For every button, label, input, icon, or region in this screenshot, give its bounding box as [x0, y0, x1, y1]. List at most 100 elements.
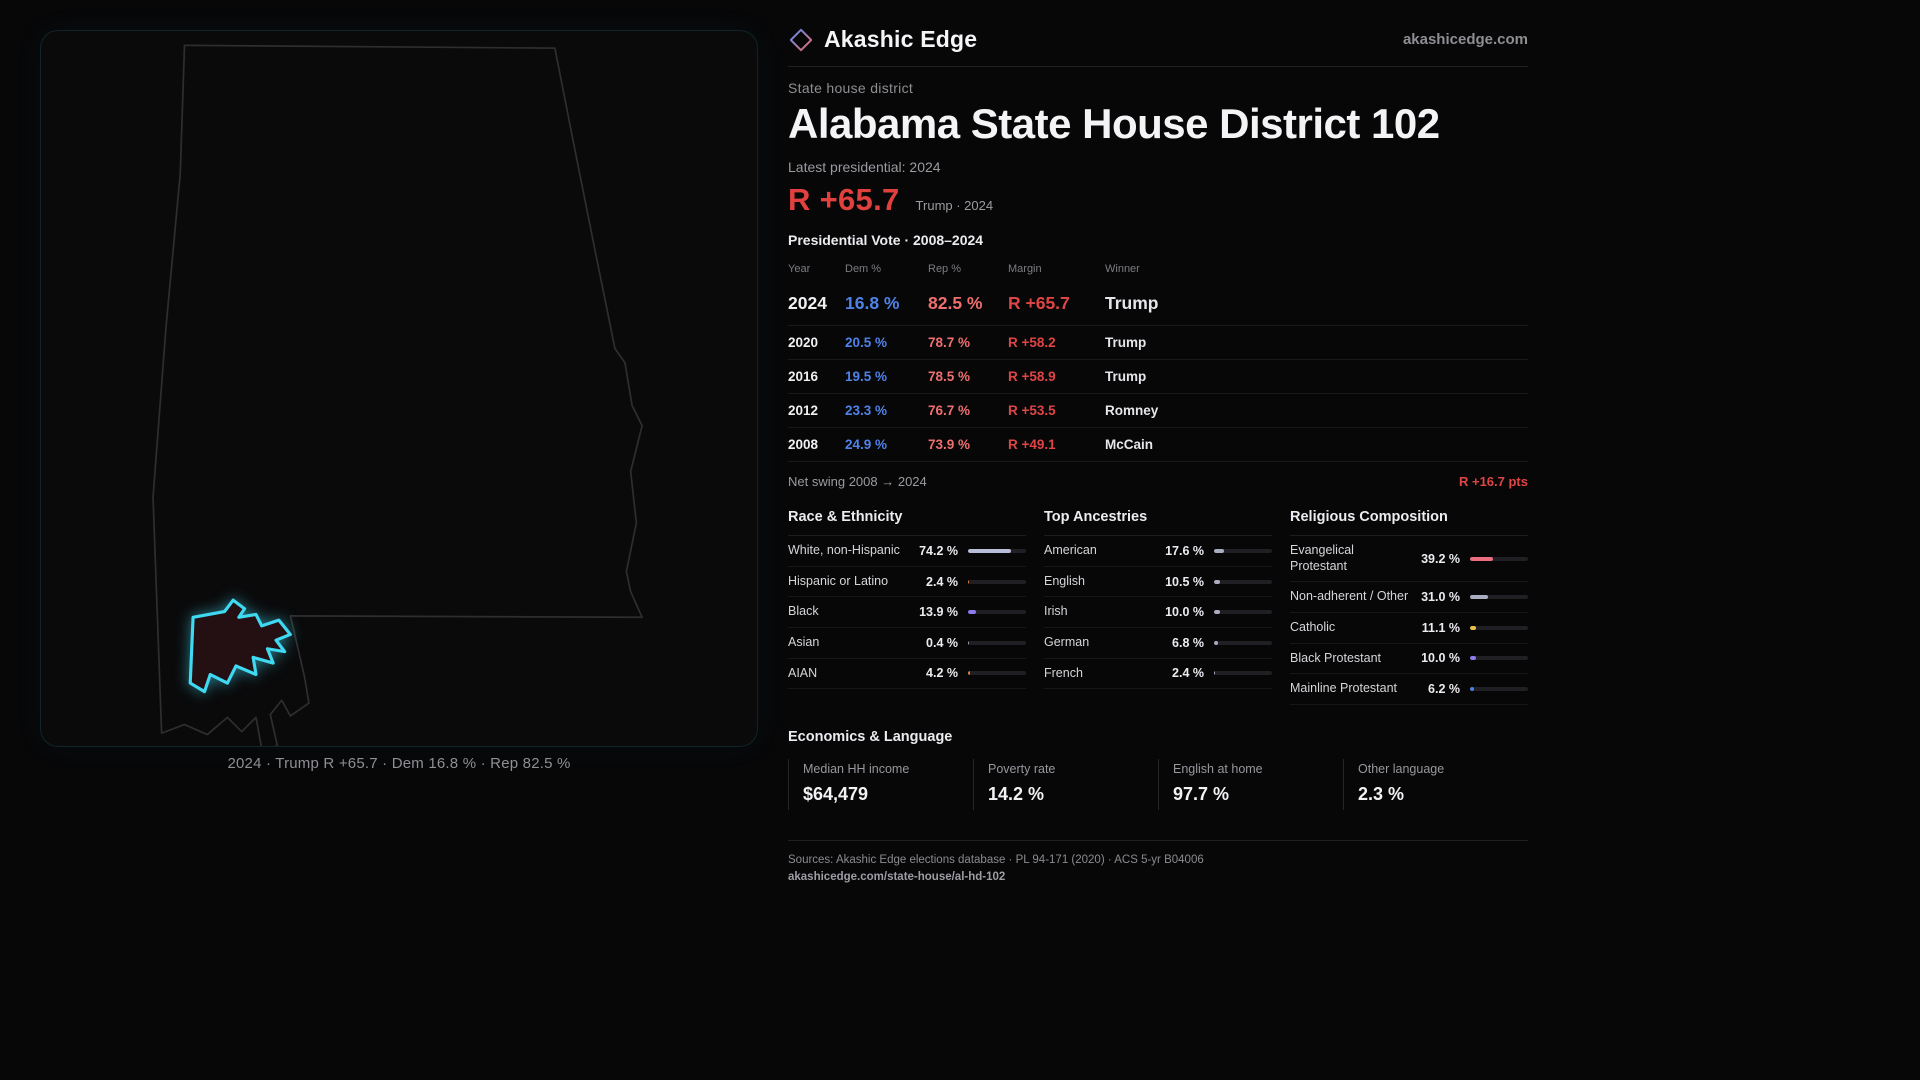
demo-bar [1470, 656, 1528, 661]
stat-label: Poverty rate [988, 761, 1056, 776]
district-shape[interactable] [188, 598, 292, 694]
table-row: 2016 19.5 % 78.5 % R +58.9 Trump [788, 360, 1528, 395]
list-item: AIAN 4.2 % [788, 659, 1026, 690]
list-item: White, non-Hispanic 74.2 % [788, 536, 1026, 567]
table-row: 2008 24.9 % 73.9 % R +49.1 McCain [788, 428, 1528, 463]
demo-value: 10.0 % [1421, 651, 1460, 666]
demo-bar [968, 548, 1026, 553]
dem-cell: 19.5 % [845, 369, 888, 385]
district-kicker: State house district [788, 80, 914, 96]
rep-cell: 78.7 % [928, 335, 971, 351]
demo-bar [968, 610, 1026, 615]
brand-site-link[interactable]: akashicedge.com [1402, 31, 1528, 48]
dem-cell: 23.3 % [845, 403, 888, 419]
demo-bar [1470, 625, 1528, 630]
winner-cell: Trump [1105, 335, 1147, 351]
stat-label: English at home [1173, 761, 1263, 776]
stat-label: Other language [1358, 761, 1445, 776]
religion-column: Religious Composition Evangelical Protes… [1290, 509, 1528, 705]
religion-title: Religious Composition [1290, 509, 1528, 537]
ancestries-column: Top Ancestries American 17.6 % English 1… [1044, 509, 1272, 705]
latest-presidential-label: Latest presidential: 2024 [788, 159, 941, 176]
permalink[interactable]: akashicedge.com/state-house/al-hd-102 [788, 870, 1006, 883]
table-row: 2020 20.5 % 78.7 % R +58.2 Trump [788, 326, 1528, 361]
demo-bar [1470, 556, 1528, 561]
stat-median-income: Median HH income $64,479 [788, 758, 973, 810]
demo-label: Mainline Protestant [1290, 681, 1398, 696]
list-item: Hispanic or Latino 2.4 % [788, 567, 1026, 598]
demo-value: 0.4 % [926, 635, 958, 650]
net-swing-value: R +16.7 pts [1458, 474, 1528, 490]
demo-value: 17.6 % [1165, 543, 1204, 558]
dem-cell: 24.9 % [845, 437, 888, 453]
demo-bar [968, 640, 1026, 645]
demo-value: 39.2 % [1421, 551, 1460, 566]
list-item: Irish 10.0 % [1044, 597, 1272, 628]
race-title: Race & Ethnicity [788, 509, 1026, 537]
demo-bar [968, 579, 1026, 584]
race-ethnicity-column: Race & Ethnicity White, non-Hispanic 74.… [788, 509, 1026, 705]
sources-text: Sources: Akashic Edge elections database… [788, 853, 1204, 866]
demo-value: 6.2 % [1428, 682, 1460, 697]
detail-panel: Akashic Edge akashicedge.com State house… [788, 26, 1528, 885]
headline-margin-context: Trump · 2024 [915, 198, 994, 214]
winner-cell: McCain [1105, 437, 1154, 453]
demographics-section: Race & Ethnicity White, non-Hispanic 74.… [788, 509, 1528, 705]
headline-margin-value: R +65.7 [788, 182, 900, 218]
demo-bar [1214, 671, 1272, 676]
rep-cell: 73.9 % [928, 437, 971, 453]
list-item: Catholic 11.1 % [1290, 613, 1528, 644]
list-item: German 6.8 % [1044, 628, 1272, 659]
economics-title: Economics & Language [788, 728, 953, 745]
dem-cell: 20.5 % [845, 335, 888, 351]
demo-label: Black Protestant [1290, 650, 1382, 665]
list-item: Black Protestant 10.0 % [1290, 644, 1528, 675]
net-swing-row: Net swing 2008 → 2024 R +16.7 pts [788, 474, 1528, 489]
brand-name: Akashic Edge [824, 26, 978, 52]
year-cell: 2016 [788, 369, 819, 385]
demo-label: Catholic [1290, 619, 1336, 634]
demo-value: 10.0 % [1165, 605, 1204, 620]
demo-value: 31.0 % [1421, 590, 1460, 605]
demo-value: 6.8 % [1172, 635, 1204, 650]
col-year: Year [788, 263, 811, 276]
economics-stats: Median HH income $64,479 Poverty rate 14… [788, 758, 1528, 810]
col-dem: Dem % [845, 263, 882, 276]
list-item: Asian 0.4 % [788, 628, 1026, 659]
list-item: American 17.6 % [1044, 536, 1272, 567]
map-caption: 2024 · Trump R +65.7 · Dem 16.8 % · Rep … [227, 755, 571, 772]
state-outline [152, 44, 643, 746]
demo-bar [1470, 595, 1528, 600]
year-cell: 2008 [788, 437, 819, 453]
stat-value: $64,479 [803, 783, 869, 804]
demo-label: AIAN [788, 665, 818, 680]
demo-value: 10.5 % [1165, 574, 1204, 589]
demo-label: German [1044, 634, 1090, 649]
year-cell: 2024 [788, 293, 827, 314]
vote-table-title: Presidential Vote · 2008–2024 [788, 232, 984, 249]
rep-cell: 78.5 % [928, 369, 971, 385]
demo-bar [1214, 640, 1272, 645]
demo-bar [1214, 579, 1272, 584]
list-item: French 2.4 % [1044, 659, 1272, 690]
map-panel [40, 30, 758, 747]
demo-label: Non-adherent / Other [1290, 589, 1409, 604]
page-title: Alabama State House District 102 [788, 100, 1440, 147]
demo-label: Black [788, 604, 819, 619]
stat-value: 97.7 % [1173, 783, 1230, 804]
demo-value: 74.2 % [919, 543, 958, 558]
demo-bar [1214, 610, 1272, 615]
table-row: 2024 16.8 % 82.5 % R +65.7 Trump [788, 282, 1528, 327]
rep-cell: 82.5 % [928, 293, 983, 314]
col-margin: Margin [1008, 263, 1042, 276]
demo-value: 13.9 % [919, 605, 958, 620]
winner-cell: Trump [1105, 369, 1147, 385]
demo-label: Irish [1044, 604, 1068, 619]
demo-label: English [1044, 573, 1085, 588]
list-item: Mainline Protestant 6.2 % [1290, 674, 1528, 705]
margin-cell: R +49.1 [1008, 437, 1056, 453]
list-item: Non-adherent / Other 31.0 % [1290, 582, 1528, 613]
col-winner: Winner [1105, 263, 1140, 276]
stat-english-at-home: English at home 97.7 % [1158, 758, 1343, 810]
stat-label: Median HH income [803, 761, 910, 776]
